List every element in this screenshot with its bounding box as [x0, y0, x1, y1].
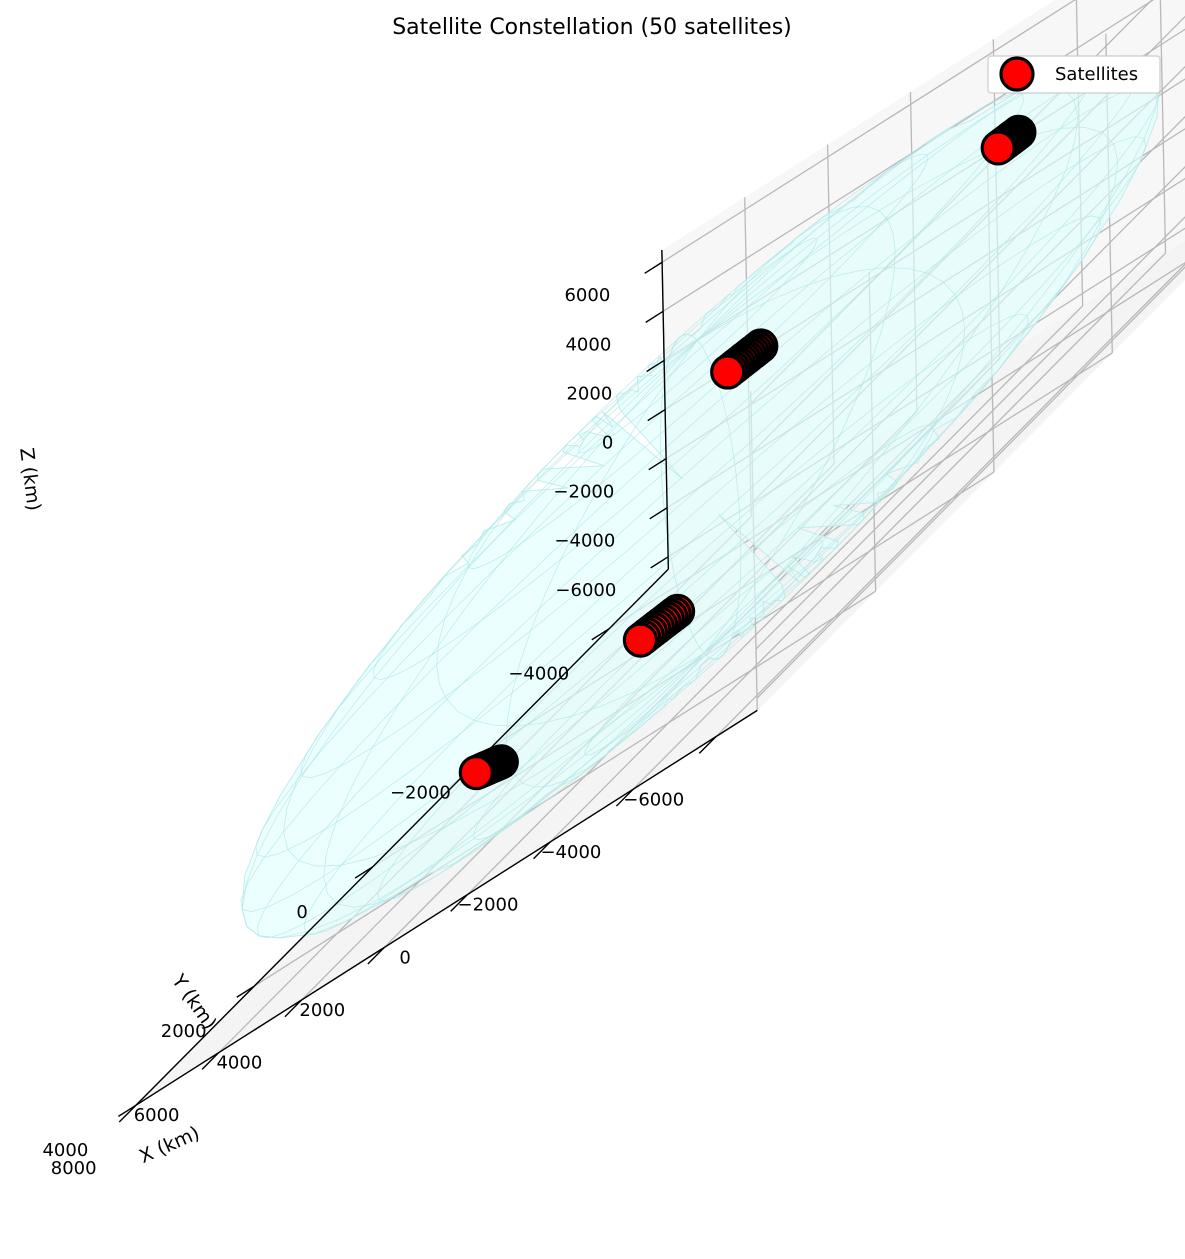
- x-tick-mark: [367, 946, 385, 965]
- axis-labels-group: −6000 −4000 −2000 0 2000 4000 6000 8000 −4000 −20…: [15, 285, 684, 1179]
- grid-line: [661, 0, 1076, 263]
- earth-mesh-line: [241, 340, 705, 939]
- z-tick-label: −4000: [554, 531, 615, 552]
- z-axis-line: [661, 249, 670, 570]
- grid-line: [662, 0, 1155, 312]
- y-tick-mark: [236, 985, 255, 998]
- earth-mesh-line: [697, 126, 1119, 654]
- y-tick-mark: [354, 866, 373, 879]
- z-tick-mark: [646, 359, 665, 373]
- x-tick-label: 8000: [51, 1158, 97, 1179]
- x-tick-label: 0: [399, 947, 410, 968]
- x-tick-label: 2000: [299, 1000, 345, 1021]
- axis-lines: [118, 249, 758, 1123]
- grid-line: [756, 266, 1185, 699]
- z-tick-mark: [645, 310, 664, 323]
- y-tick-mark: [118, 1104, 137, 1117]
- earth-mesh-line: [697, 85, 1079, 654]
- satellite-markers: [458, 114, 1037, 791]
- earth-mesh-line: [323, 340, 705, 908]
- z-tick-label: −2000: [553, 482, 614, 503]
- satellite-point-cluster-4: [622, 622, 659, 658]
- z-tick-mark: [650, 556, 669, 569]
- z-tick-label: −6000: [555, 580, 616, 601]
- y-axis-line: [135, 568, 669, 1106]
- x-tick-mark: [533, 841, 551, 860]
- satellite-point-cluster-1: [980, 130, 1016, 166]
- z-tick-mark: [647, 408, 666, 422]
- y-tick-label: −4000: [508, 664, 569, 685]
- x-tick-mark: [284, 999, 303, 1018]
- earth-mesh-line: [505, 340, 705, 788]
- x-tick-label: −2000: [458, 895, 519, 916]
- y-tick-label: 2000: [161, 1021, 207, 1042]
- z-tick-label: 4000: [565, 334, 611, 355]
- x-tick-mark: [450, 894, 468, 912]
- x-tick-label: −6000: [623, 789, 684, 810]
- y-tick-label: −2000: [390, 783, 451, 804]
- earth-mesh-line: [697, 206, 896, 654]
- x-tick-label: 4000: [216, 1053, 262, 1074]
- earth-mesh-line: [697, 267, 966, 654]
- z-tick-mark: [648, 458, 667, 471]
- y-tick-label: 4000: [42, 1140, 88, 1161]
- x-tick-mark: [201, 1052, 220, 1070]
- z-tick-mark: [649, 507, 668, 520]
- z-tick-label: 2000: [566, 383, 612, 404]
- satellite-point-cluster-2: [710, 354, 746, 390]
- x-axis-line: [135, 709, 758, 1106]
- grid-line: [549, 305, 1084, 843]
- x-tick-label: −4000: [540, 842, 601, 863]
- y-tick-mark: [591, 628, 610, 641]
- z-axis-label: Z (km): [15, 446, 45, 512]
- legend-entry-satellites: Satellites: [1055, 64, 1138, 85]
- earth-sphere: [241, 55, 1160, 939]
- x-tick-mark: [698, 736, 717, 754]
- chart-title: Satellite Constellation (50 satellites): [392, 15, 792, 40]
- legend: Satellites: [987, 55, 1161, 94]
- z-tick-label: 6000: [564, 285, 610, 306]
- x-tick-mark: [615, 788, 634, 807]
- z-tick-mark: [644, 261, 663, 274]
- earth-mesh-line: [436, 340, 705, 727]
- x-tick-mark: [118, 1104, 137, 1123]
- z-tick-label: 0: [602, 433, 613, 454]
- earth-mesh-line: [283, 340, 705, 867]
- grid-line: [253, 590, 876, 987]
- y-tick-label: 0: [296, 902, 307, 923]
- grid-line: [755, 216, 1185, 650]
- legend-marker: [999, 56, 1035, 92]
- x-axis-label: X (km): [136, 1122, 203, 1168]
- grid-line: [632, 252, 1166, 790]
- grid-line: [715, 263, 1185, 738]
- satellite-point-cluster-3: [458, 754, 494, 791]
- x-tick-label: 6000: [134, 1105, 180, 1126]
- earth-wireframe: [240, 55, 1161, 939]
